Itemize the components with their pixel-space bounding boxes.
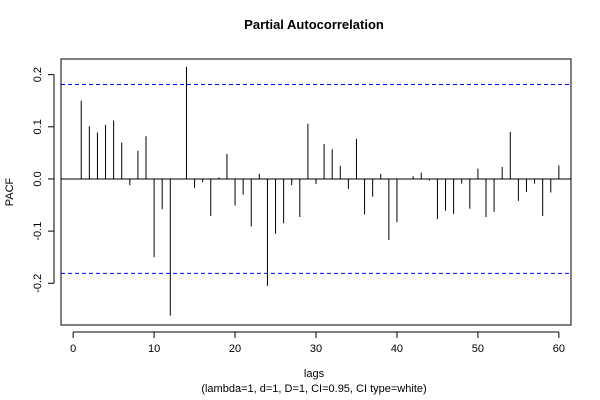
plot-frame [60, 58, 572, 326]
y-tick-label: 0.1 [32, 119, 44, 134]
y-tick-label: 0.2 [32, 67, 44, 82]
confidence-interval-lines [61, 84, 571, 274]
x-tick-label: 40 [391, 343, 403, 355]
y-axis-label: PACF [4, 177, 16, 206]
x-tick-label: 30 [310, 343, 322, 355]
y-axis: -0.2 -0.1 0.0 0.1 0.2 [32, 67, 55, 293]
x-tick-label: 60 [553, 343, 565, 355]
x-tick-label: 10 [148, 343, 160, 355]
x-tick-label: 0 [70, 343, 76, 355]
chart-subtitle: (lambda=1, d=1, D=1, CI=0.95, CI type=wh… [201, 383, 426, 395]
x-axis: 0 10 20 30 40 50 60 [70, 331, 565, 355]
x-axis-label: lags [304, 368, 325, 380]
x-tick-label: 50 [472, 343, 484, 355]
chart-title: Partial Autocorrelation [244, 17, 384, 32]
y-tick-label: 0.0 [32, 171, 44, 186]
y-tick-label: -0.1 [32, 222, 44, 241]
y-tick-label: -0.2 [32, 274, 44, 293]
x-tick-label: 20 [229, 343, 241, 355]
pacf-bars [80, 66, 560, 316]
